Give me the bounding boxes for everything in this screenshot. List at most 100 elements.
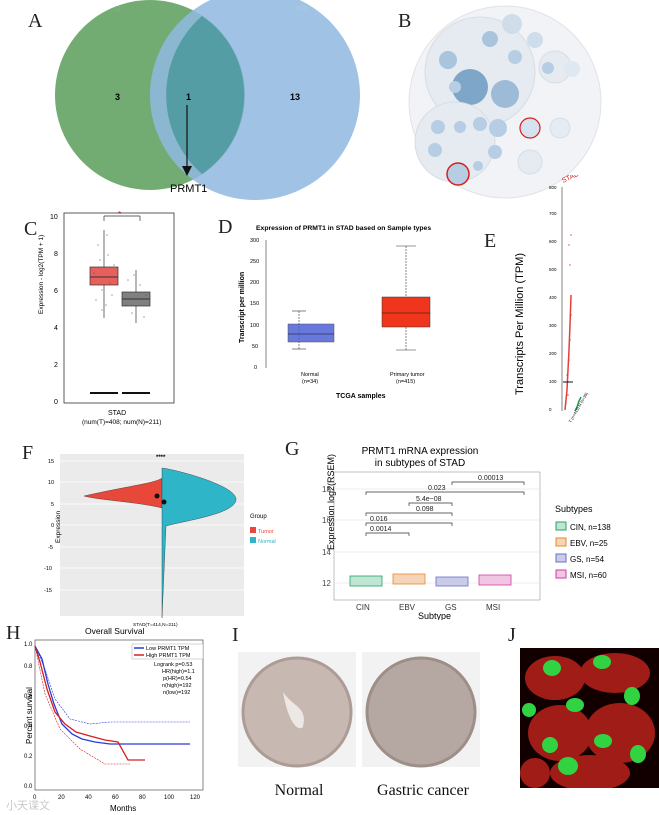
g-box-msi [478, 574, 512, 586]
g-legend-item: EBV, n=25 [570, 539, 608, 548]
panel-letter-c: C [24, 218, 38, 240]
c-ytick: 4 [54, 325, 58, 332]
h-curve-high [34, 645, 145, 761]
i-cancer-caption: Gastric cancer [377, 782, 469, 799]
f-legend-swatch-tumor [250, 527, 256, 533]
c-ylabel: Expression - log2(TPM + 1) [38, 235, 45, 314]
d-ytick: 50 [252, 344, 258, 350]
h-xtick: 100 [164, 795, 175, 801]
h-ytick: 0.2 [24, 754, 33, 760]
panel-letter-a: A [28, 10, 43, 32]
g-pvalue: 0.00013 [478, 475, 503, 482]
ihc-cancer-image [367, 658, 475, 766]
d-ytick: 300 [250, 238, 259, 244]
c-ytick: 0 [54, 399, 58, 406]
c-box-tumor [89, 266, 119, 286]
d-ytick: 0 [254, 365, 257, 371]
c-ytick: 6 [54, 288, 58, 295]
venn-label-ppi: PPI [295, 5, 308, 14]
c-ytick: 8 [54, 251, 58, 258]
g-cat: CIN [356, 603, 370, 612]
g-ytick: 12 [322, 579, 331, 588]
g-box-ebv [392, 573, 426, 585]
h-stat: HR(high)=1.1 [162, 669, 195, 675]
f-legend-title: Group [250, 514, 267, 520]
d-ytick: 150 [250, 301, 259, 307]
g-title-1: PRMT1 mRNA expression [362, 446, 479, 457]
h-xtick: 20 [58, 795, 65, 801]
f-yticks: 15 10 5 0 -5 -10 -15 [44, 459, 54, 594]
h-stat: p(HR)=0.54 [163, 676, 192, 682]
venn-count-right: 13 [290, 92, 300, 102]
f-ytick: -15 [44, 588, 52, 594]
g-legend-item: CIN, n=138 [570, 523, 611, 532]
venn-count-left: 3 [115, 92, 120, 102]
g-legend-item: GS, n=54 [570, 555, 605, 564]
h-ytick: 0.8 [24, 664, 33, 670]
highlight-circle [519, 117, 541, 139]
h-xtick: 40 [85, 795, 92, 801]
h-yticks: 0.0 0.2 0.4 0.6 0.8 1.0 [24, 642, 33, 790]
f-ytick: 10 [48, 480, 54, 486]
panel-e-plot: Transcripts Per Million (TPM) STAD 0 100… [514, 175, 590, 424]
h-stat: Logrank p=0.53 [154, 662, 192, 668]
h-stat: n(low)=192 [163, 690, 190, 696]
h-ytick: 0.4 [24, 724, 33, 730]
c-ytick: 2 [54, 362, 58, 369]
g-cat: MSI [486, 603, 500, 612]
h-xtick: 60 [112, 795, 119, 801]
e-ytick: 500 [549, 267, 557, 272]
h-ytick: 1.0 [24, 642, 33, 648]
e-ytick: 200 [549, 351, 557, 356]
f-legend-swatch-normal [250, 537, 256, 543]
panel-g-boxplot: PRMT1 mRNA expression in subtypes of STA… [322, 446, 611, 620]
h-xtick: 120 [190, 795, 201, 801]
panel-letter-g: G [285, 438, 300, 460]
panel-h-km: Overall Survival Percent survival 0.0 0.… [24, 626, 204, 813]
f-median-tumor [154, 493, 160, 499]
h-ytick: 0.6 [24, 694, 33, 700]
g-box-cin [349, 575, 383, 587]
h-ylabel: Percent survival [25, 687, 34, 744]
venn-diagram: R PPI 3 1 13 PRMT1 [55, 0, 360, 200]
panel-j-if [520, 648, 659, 788]
panel-d-boxplot: Expression of PRMT1 in STAD based on Sam… [239, 225, 431, 400]
d-cat2: Primary tumor [390, 372, 425, 378]
d-cat2-n: (n=415) [396, 379, 415, 385]
e-xlabel: T (n=415) N (n=35) [568, 391, 590, 424]
panel-letter-d: D [218, 216, 233, 238]
f-ylabel: Expression [55, 510, 62, 543]
d-cat1: Normal [301, 372, 319, 378]
f-legend-tumor: Tumor [258, 529, 274, 535]
g-legend-title: Subtypes [555, 504, 593, 514]
e-ytick: 300 [549, 323, 557, 328]
g-xlabel: Subtype [418, 611, 451, 620]
e-ytick: 800 [549, 185, 557, 190]
e-tag: STAD [561, 175, 580, 185]
g-box-gs [435, 576, 469, 587]
i-normal-caption: Normal [274, 782, 324, 799]
d-ytick: 200 [250, 280, 259, 286]
f-median-normal [161, 499, 167, 505]
g-yticks: 12 14 16 18 [322, 485, 331, 588]
c-sig: * [118, 210, 121, 219]
panel-f-violin: Expression 15 10 5 0 -5 -10 -15 **** STA… [44, 454, 276, 628]
venn-label-r: R [115, 5, 121, 14]
g-cat: EBV [399, 603, 416, 612]
panel-letter-h: H [6, 622, 21, 644]
e-ytick: 0 [549, 407, 552, 412]
panel-letter-b: B [398, 10, 412, 32]
panel-letter-e: E [484, 230, 497, 252]
panel-letter-j: J [508, 624, 516, 646]
d-box-tumor [381, 296, 431, 328]
h-legend-low: Low PRMT1 TPM [146, 646, 190, 652]
f-ytick: -10 [44, 566, 52, 572]
g-title-2: in subtypes of STAD [375, 458, 465, 469]
c-ytick: 10 [50, 214, 58, 221]
venn-gene-label: PRMT1 [170, 183, 207, 195]
f-ytick: -5 [48, 545, 53, 551]
h-legend-high: High PRMT1 TPM [146, 653, 191, 659]
g-pvalue: 0.0014 [370, 526, 392, 533]
g-cat: GS [445, 603, 457, 612]
e-ylabel: Transcripts Per Million (TPM) [514, 253, 526, 395]
